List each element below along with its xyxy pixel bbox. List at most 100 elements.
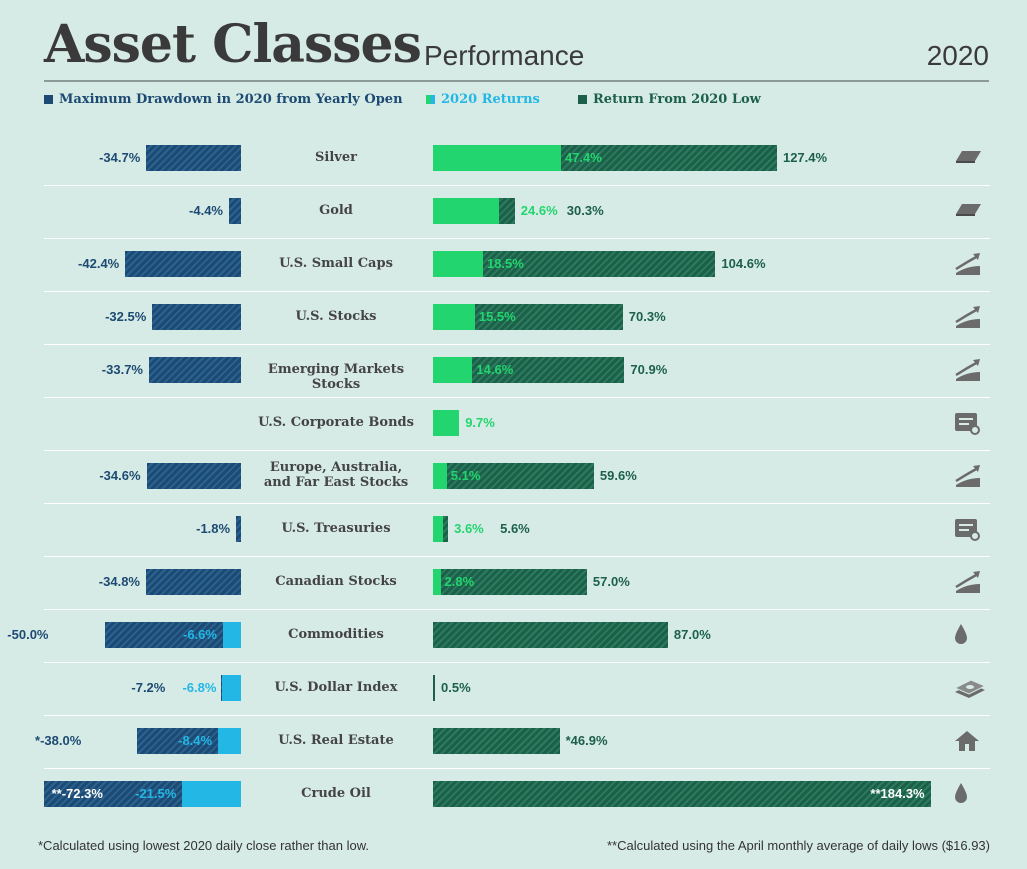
drawdown-label: -4.4%	[189, 203, 223, 218]
legend-label-returns: 2020 Returns	[441, 92, 540, 107]
from-low-label: 5.6%	[500, 521, 530, 536]
return-bar	[182, 781, 241, 807]
money-icon	[953, 676, 987, 705]
from-low-label: 70.9%	[630, 362, 668, 377]
drawdown-label: **-72.3%	[51, 786, 103, 801]
asset-label: U.S. Corporate Bonds	[258, 415, 414, 430]
return-bar	[433, 251, 483, 277]
asset-label: Silver	[315, 150, 357, 165]
drop-icon	[953, 623, 969, 650]
from-low-label: 104.6%	[721, 256, 766, 271]
return-bar	[433, 304, 475, 330]
legend-swatch-returns	[426, 95, 435, 104]
chart-icon	[953, 252, 983, 283]
from-low-bar	[433, 781, 931, 807]
drawdown-bar	[148, 357, 241, 383]
asset-label: Commodities	[288, 627, 384, 642]
return-label: 2.8%	[444, 574, 475, 589]
legend-swatch-from-low	[578, 95, 587, 104]
asset-label: Crude Oil	[301, 786, 371, 801]
legend-swatch-drawdown	[44, 95, 53, 104]
title-divider	[44, 80, 989, 82]
return-label: 15.5%	[478, 309, 516, 324]
return-bar	[222, 622, 241, 648]
from-low-bar	[433, 622, 668, 648]
return-label: 9.7%	[465, 415, 495, 430]
return-bar	[222, 675, 241, 701]
return-bar	[433, 145, 561, 171]
legend-label-drawdown: Maximum Drawdown in 2020 from Yearly Ope…	[59, 92, 403, 107]
chart-icon	[953, 464, 983, 495]
return-label: -6.8%	[182, 680, 217, 695]
asset-label: U.S. Small Caps	[279, 256, 393, 271]
row-divider	[44, 397, 990, 398]
drawdown-bar	[145, 569, 241, 595]
drawdown-label: -34.7%	[99, 150, 141, 165]
footnote-left: *Calculated using lowest 2020 daily clos…	[38, 838, 369, 853]
from-low-label: 0.5%	[441, 680, 471, 695]
from-low-bar	[433, 675, 435, 701]
drawdown-label: -32.5%	[105, 309, 147, 324]
page-subtitle: Performance	[424, 40, 585, 71]
return-bar	[433, 410, 460, 436]
bar-icon	[953, 146, 983, 169]
return-label: 14.6%	[476, 362, 514, 377]
return-label: 3.6%	[454, 521, 484, 536]
chart-icon	[953, 358, 983, 389]
drop-icon	[953, 782, 969, 809]
return-label: 5.1%	[450, 468, 481, 483]
from-low-label: **184.3%	[870, 786, 925, 801]
asset-label: Europe, Australia, and Far East Stocks	[263, 460, 409, 490]
return-label: -6.6%	[183, 627, 217, 642]
return-label: -21.5%	[135, 786, 177, 801]
row-divider	[44, 662, 990, 663]
legend-from-low: Return From 2020 Low	[578, 92, 761, 107]
row-divider	[44, 556, 990, 557]
row-divider	[44, 503, 990, 504]
asset-label: U.S. Treasuries	[281, 521, 391, 536]
drawdown-bar	[228, 198, 241, 224]
row-divider	[44, 344, 990, 345]
drawdown-bar	[146, 145, 241, 171]
from-low-bar	[433, 728, 560, 754]
return-label: 47.4%	[564, 150, 602, 165]
drawdown-label: *-38.0%	[35, 733, 82, 748]
year-label: 2020	[926, 40, 989, 71]
drawdown-label: -42.4%	[78, 256, 120, 271]
return-bar	[433, 463, 447, 489]
from-low-label: *46.9%	[565, 733, 608, 748]
drawdown-label: -1.8%	[196, 521, 231, 536]
footnote-right: **Calculated using the April monthly ave…	[607, 838, 990, 853]
from-low-bar	[433, 569, 587, 595]
legend-drawdown: Maximum Drawdown in 2020 from Yearly Ope…	[44, 92, 403, 107]
asset-label: Canadian Stocks	[275, 574, 397, 589]
row-divider	[44, 291, 990, 292]
bond-icon	[953, 411, 981, 440]
row-divider	[44, 238, 990, 239]
drawdown-bar	[236, 516, 241, 542]
page-title: Asset Classes	[44, 14, 422, 75]
chart-icon	[953, 305, 983, 336]
return-bar	[433, 357, 473, 383]
row-divider	[44, 768, 990, 769]
from-low-label: 70.3%	[628, 309, 666, 324]
asset-label: U.S. Stocks	[295, 309, 377, 324]
return-bar	[433, 198, 500, 224]
from-low-label: 59.6%	[599, 468, 637, 483]
asset-label: Gold	[319, 203, 353, 218]
drawdown-bar	[152, 304, 241, 330]
chart-icon	[953, 570, 983, 601]
from-low-label: 57.0%	[592, 574, 630, 589]
return-bar	[218, 728, 241, 754]
row-divider	[44, 609, 990, 610]
drawdown-bar	[146, 463, 241, 489]
row-divider	[44, 450, 990, 451]
drawdown-label: -33.7%	[101, 362, 143, 377]
bar-icon	[953, 199, 983, 222]
asset-label: U.S. Real Estate	[278, 733, 394, 748]
row-divider	[44, 715, 990, 716]
return-label: -8.4%	[178, 733, 213, 748]
from-low-bar	[433, 463, 594, 489]
drawdown-bar	[125, 251, 241, 277]
